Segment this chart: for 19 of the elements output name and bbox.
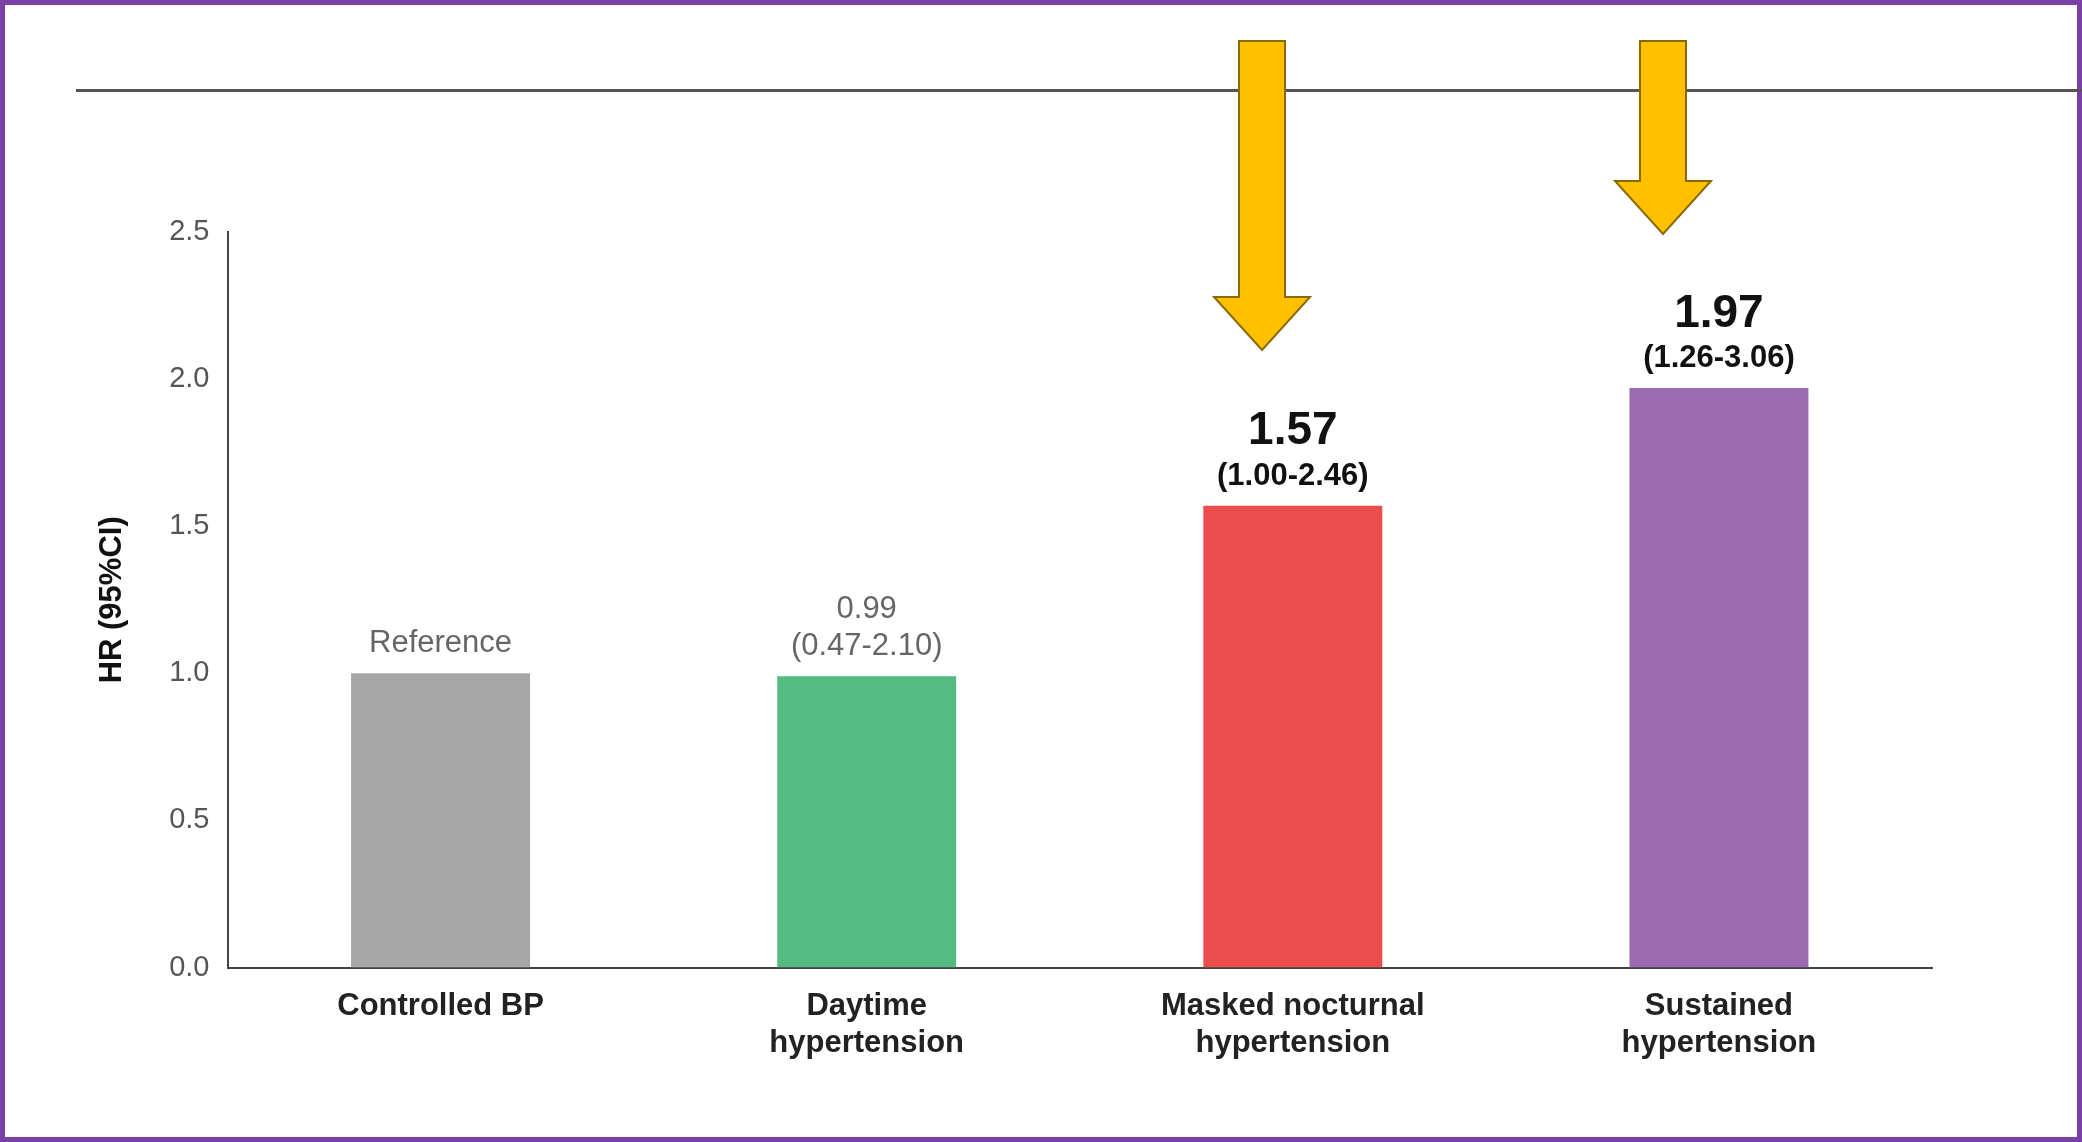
x-tick-label: Daytime hypertension [769, 986, 965, 1059]
x-tick-label: Sustained hypertension [1621, 986, 1817, 1059]
y-tick-label: 2.0 [169, 361, 210, 394]
data-label: 1.57 (1.00-2.46) [1217, 402, 1369, 492]
data-label: 1.97 (1.26-3.06) [1643, 284, 1795, 374]
data-label: 0.99 (0.47-2.10) [790, 590, 943, 663]
y-tick-label: 1.0 [169, 655, 210, 688]
bar [351, 673, 531, 968]
x-tick-label: Masked nocturnal hypertension [1161, 986, 1425, 1059]
x-tick-label: Controlled BP [337, 986, 544, 1022]
data-label: Reference [369, 624, 513, 660]
y-tick-label: 2.5 [169, 214, 210, 246]
bar [777, 676, 957, 968]
y-tick-label: 0.5 [169, 802, 210, 835]
bar [1629, 387, 1809, 968]
y-tick-label: 1.5 [169, 508, 210, 541]
y-tick-label: 0.0 [169, 949, 210, 982]
bar [1203, 505, 1383, 968]
y-axis-title: HR (95%CI) [93, 516, 129, 684]
